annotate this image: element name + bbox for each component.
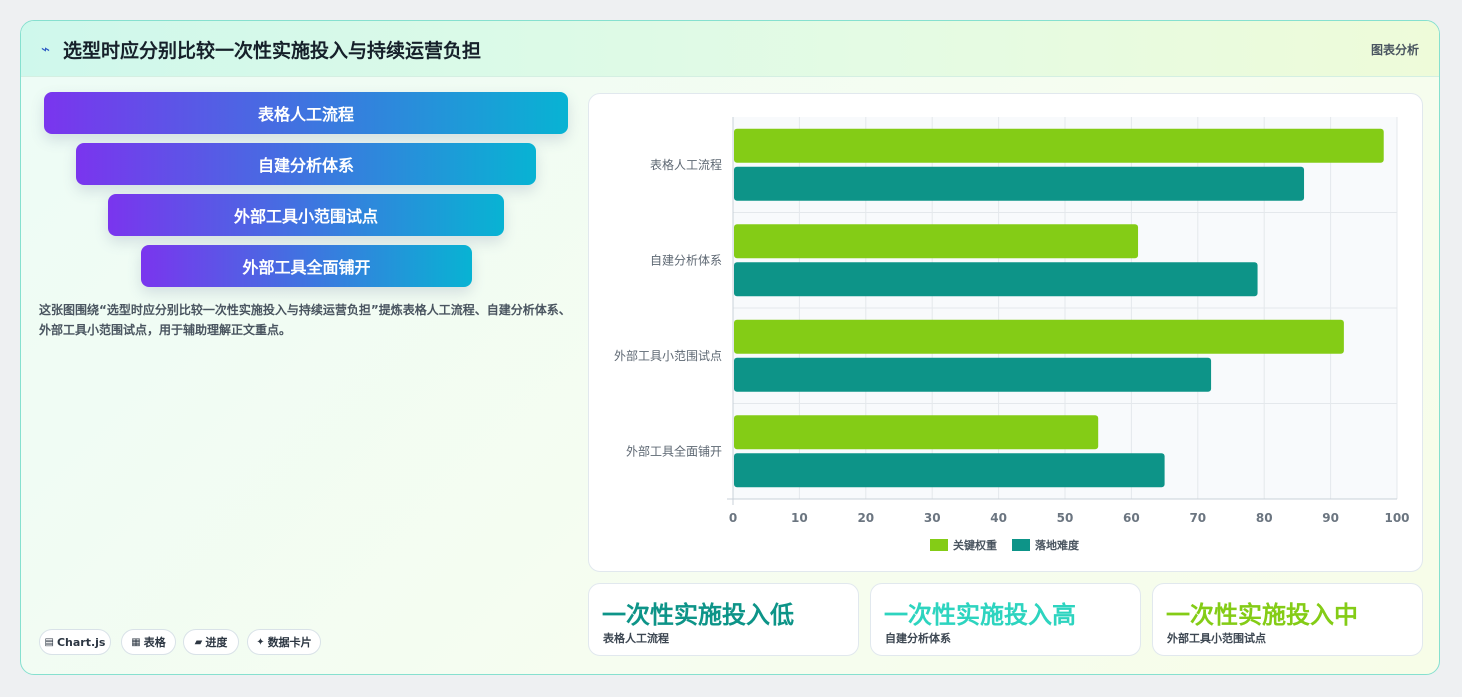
kpi-value: 一次性实施投入高 bbox=[884, 601, 1076, 629]
page-title: 选型时应分别比较一次性实施投入与持续运营负担 bbox=[63, 40, 482, 62]
chip-chartjs[interactable]: ▤ Chart.js bbox=[39, 629, 111, 655]
kpi-label: 表格人工流程 bbox=[603, 632, 669, 645]
funnel-step-2: 自建分析体系 bbox=[76, 143, 536, 185]
x-tick-label: 50 bbox=[1057, 511, 1074, 525]
kpi-card-1: 一次性实施投入低 表格人工流程 bbox=[588, 583, 859, 656]
chip-label: 进度 bbox=[205, 636, 228, 649]
kpi-value: 一次性实施投入低 bbox=[602, 601, 794, 629]
x-tick-label: 100 bbox=[1384, 511, 1409, 525]
trend-line-icon: ⌁ bbox=[41, 40, 51, 58]
x-tick-label: 30 bbox=[924, 511, 941, 525]
funnel-step-1: 表格人工流程 bbox=[44, 92, 568, 134]
legend-label: 关键权重 bbox=[953, 538, 997, 552]
y-tick-label: 外部工具小范围试点 bbox=[614, 348, 722, 363]
x-tick-label: 0 bbox=[729, 511, 737, 525]
sparkle-icon: ✦ bbox=[256, 636, 265, 648]
chip-label: 表格 bbox=[143, 636, 166, 649]
funnel-step-3: 外部工具小范围试点 bbox=[108, 194, 504, 236]
card-header: ⌁ 选型时应分别比较一次性实施投入与持续运营负担 图表分析 bbox=[21, 21, 1439, 77]
x-tick-label: 60 bbox=[1123, 511, 1140, 525]
x-tick-label: 20 bbox=[857, 511, 874, 525]
legend-swatch bbox=[1012, 539, 1030, 551]
chip-label: Chart.js bbox=[56, 635, 106, 649]
kpi-value: 一次性实施投入中 bbox=[1166, 601, 1358, 629]
kpi-label: 自建分析体系 bbox=[885, 632, 951, 645]
bar bbox=[734, 128, 1384, 163]
kpi-card-3: 一次性实施投入中 外部工具小范围试点 bbox=[1152, 583, 1423, 656]
chip-data-card[interactable]: ✦ 数据卡片 bbox=[247, 629, 321, 655]
y-tick-label: 外部工具全面铺开 bbox=[626, 443, 722, 458]
table-icon: ▦ bbox=[131, 636, 141, 648]
kpi-label: 外部工具小范围试点 bbox=[1167, 632, 1266, 645]
legend-swatch bbox=[930, 539, 948, 551]
bar bbox=[734, 319, 1344, 354]
legend-label: 落地难度 bbox=[1035, 538, 1080, 552]
x-tick-label: 10 bbox=[791, 511, 808, 525]
bar bbox=[734, 262, 1258, 297]
bar bbox=[734, 357, 1212, 392]
chip-label: 数据卡片 bbox=[267, 636, 312, 649]
funnel-step-4: 外部工具全面铺开 bbox=[141, 245, 472, 287]
chip-table[interactable]: ▦ 表格 bbox=[121, 629, 176, 655]
chart-analysis-tag: 图表分析 bbox=[1370, 43, 1419, 57]
x-tick-label: 70 bbox=[1189, 511, 1206, 525]
report-card: ⌁ 选型时应分别比较一次性实施投入与持续运营负担 图表分析 表格人工流程 自建分… bbox=[20, 20, 1440, 675]
kpi-card-2: 一次性实施投入高 自建分析体系 bbox=[870, 583, 1141, 656]
bar-chart: 0 10 20 30 40 50 60 70 80 90 100 表格人工流程自建分析体系外部工具小范… bbox=[614, 117, 1410, 552]
chart-description: 这张图围绕“选型时应分别比较一次性实施投入与持续运营负担”提炼表格人工流程、自建… bbox=[39, 303, 571, 337]
x-tick-label: 90 bbox=[1322, 511, 1339, 525]
y-tick-label: 自建分析体系 bbox=[650, 253, 722, 267]
progress-icon: ▰ bbox=[194, 636, 203, 648]
chart-icon: ▤ bbox=[44, 636, 54, 648]
chip-progress[interactable]: ▰ 进度 bbox=[183, 629, 239, 655]
x-tick-label: 80 bbox=[1256, 511, 1273, 525]
x-tick-label: 40 bbox=[990, 511, 1007, 525]
y-tick-label: 表格人工流程 bbox=[650, 157, 722, 172]
bar bbox=[734, 224, 1139, 259]
bar bbox=[734, 453, 1165, 488]
bar bbox=[734, 166, 1305, 201]
chart-panel: 0 10 20 30 40 50 60 70 80 90 100 表格人工流程 自建分析体系外部工具小范… bbox=[588, 93, 1423, 572]
bar bbox=[734, 415, 1099, 450]
